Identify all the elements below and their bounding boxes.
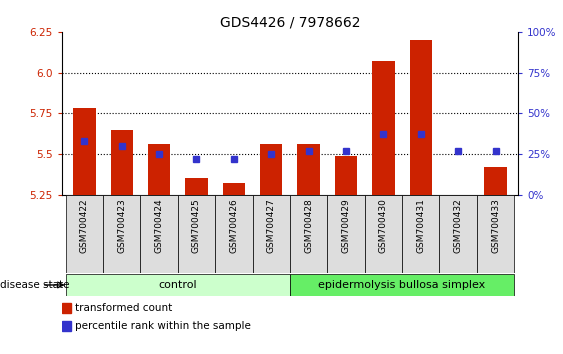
Bar [409,40,432,195]
Bar [297,144,320,195]
Bar [484,167,507,195]
Bar [440,195,477,273]
Text: GSM700428: GSM700428 [304,199,313,253]
Bar [290,195,327,273]
Text: epidermolysis bullosa simplex: epidermolysis bullosa simplex [319,280,486,290]
Text: GSM700424: GSM700424 [155,199,164,253]
Text: GSM700429: GSM700429 [342,199,351,253]
Text: GSM700423: GSM700423 [117,199,126,253]
Bar [103,195,140,273]
Text: transformed count: transformed count [75,303,172,313]
Bar [402,195,440,273]
Bar [335,156,358,195]
Bar [148,144,171,195]
Bar [253,195,290,273]
Bar [222,183,245,195]
Text: GSM700430: GSM700430 [379,199,388,253]
Bar [290,274,514,296]
Bar [185,178,208,195]
Text: GSM700432: GSM700432 [454,199,463,253]
Text: GSM700425: GSM700425 [192,199,201,253]
Text: GSM700422: GSM700422 [80,199,89,253]
Bar [66,274,290,296]
Text: percentile rank within the sample: percentile rank within the sample [75,321,251,331]
Bar [365,195,402,273]
Bar [215,195,253,273]
Text: GSM700426: GSM700426 [229,199,238,253]
Bar [140,195,178,273]
Text: GSM700433: GSM700433 [491,199,500,253]
Bar [73,108,96,195]
Text: GSM700427: GSM700427 [267,199,276,253]
Text: GSM700431: GSM700431 [416,199,425,253]
Bar [62,303,71,313]
Bar [66,195,103,273]
Bar [477,195,514,273]
Bar [110,130,133,195]
Text: control: control [159,280,197,290]
Bar [260,144,283,195]
Title: GDS4426 / 7978662: GDS4426 / 7978662 [220,15,360,29]
Bar [62,321,71,331]
Bar [178,195,215,273]
Bar [372,61,395,195]
Bar [327,195,365,273]
Text: disease state: disease state [0,280,69,290]
